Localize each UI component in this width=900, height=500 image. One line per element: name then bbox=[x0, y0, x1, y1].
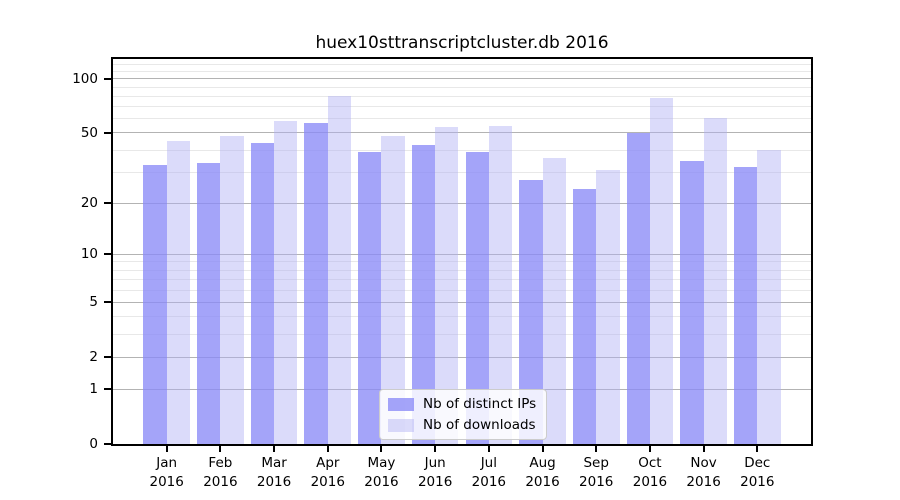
bar-downloads-jul bbox=[488, 125, 513, 444]
x-tick-mark bbox=[595, 446, 598, 452]
legend: Nb of distinct IPs Nb of downloads bbox=[379, 389, 548, 440]
bar-distinct-ips-jul bbox=[465, 152, 489, 444]
x-tick-label-mar: Mar 2016 bbox=[256, 455, 292, 490]
y-tick-label: 10 bbox=[80, 246, 98, 263]
minor-gridline bbox=[113, 64, 811, 66]
bar-distinct-ips-mar bbox=[250, 142, 275, 444]
y-tick-label: 100 bbox=[72, 70, 98, 87]
minor-gridline bbox=[113, 106, 811, 108]
bar-distinct-ips-may bbox=[358, 152, 382, 444]
x-tick-mark bbox=[273, 446, 276, 452]
bar-downloads-feb bbox=[220, 136, 244, 444]
y-tick-mark bbox=[104, 388, 111, 391]
x-tick-label-may: May 2016 bbox=[364, 455, 399, 490]
bar-distinct-ips-apr bbox=[304, 122, 328, 444]
plot-area: 0 1 2 5 10 20 50 100 Jan 2016 Feb 2016 Mar 2016 Apr 201… bbox=[72, 57, 813, 490]
y-tick-mark bbox=[104, 77, 111, 80]
legend-swatch-downloads-icon bbox=[388, 418, 414, 432]
bar-downloads-dec bbox=[757, 150, 781, 444]
y-tick-label: 1 bbox=[89, 381, 98, 398]
minor-gridline bbox=[113, 70, 811, 72]
y-tick-mark bbox=[104, 253, 111, 256]
minor-gridline bbox=[113, 86, 811, 88]
y-tick-mark bbox=[104, 301, 111, 304]
legend-label-distinct-ips: Nb of distinct IPs bbox=[423, 396, 537, 412]
bar-downloads-mar bbox=[274, 121, 298, 444]
x-tick-mark bbox=[326, 446, 329, 452]
legend-swatch-distinct-ips-icon bbox=[388, 397, 414, 411]
y-tick-mark bbox=[104, 443, 111, 445]
x-tick-mark bbox=[702, 446, 705, 452]
x-tick-label-oct: Oct 2016 bbox=[632, 455, 668, 490]
minor-gridline bbox=[113, 95, 811, 97]
bar-downloads-oct bbox=[649, 98, 674, 444]
x-tick-mark bbox=[434, 446, 437, 452]
bar-distinct-ips-jun bbox=[411, 144, 436, 444]
y-tick-label: 0 bbox=[89, 436, 98, 452]
bar-distinct-ips-nov bbox=[680, 160, 704, 444]
bar-downloads-nov bbox=[703, 117, 727, 444]
x-tick-mark bbox=[165, 446, 168, 452]
x-tick-label-jan: Jan 2016 bbox=[149, 455, 184, 490]
bar-distinct-ips-jan bbox=[143, 165, 167, 444]
x-tick-mark bbox=[756, 446, 759, 452]
bar-downloads-jun bbox=[435, 126, 459, 444]
bar-downloads-may bbox=[381, 136, 405, 444]
legend-item-distinct-ips: Nb of distinct IPs bbox=[388, 396, 536, 412]
x-tick-mark bbox=[487, 446, 490, 452]
legend-label-downloads: Nb of downloads bbox=[423, 417, 536, 433]
bar-distinct-ips-feb bbox=[197, 162, 221, 444]
x-tick-label-apr: Apr 2016 bbox=[310, 455, 345, 490]
x-tick-label-feb: Feb 2016 bbox=[203, 455, 238, 490]
y-tick-label: 2 bbox=[89, 349, 98, 366]
legend-item-downloads: Nb of downloads bbox=[388, 417, 536, 433]
x-tick-mark bbox=[380, 446, 383, 452]
y-tick-label: 20 bbox=[80, 195, 98, 212]
y-tick-mark bbox=[104, 202, 111, 205]
bar-distinct-ips-sep bbox=[572, 189, 597, 444]
chart-title: huex10sttranscriptcluster.db 2016 bbox=[315, 33, 609, 53]
x-tick-label-jul: Jul 2016 bbox=[471, 455, 507, 490]
y-tick-mark bbox=[104, 356, 111, 359]
x-tick-label-aug: Aug 2016 bbox=[525, 455, 560, 490]
x-tick-label-nov: Nov 2016 bbox=[686, 455, 721, 490]
bar-downloads-apr bbox=[327, 96, 352, 444]
x-tick-label-jun: Jun 2016 bbox=[417, 455, 453, 490]
x-tick-mark bbox=[219, 446, 222, 452]
major-gridline bbox=[113, 78, 811, 80]
x-tick-mark bbox=[541, 446, 544, 452]
y-tick-label: 5 bbox=[89, 294, 98, 311]
y-tick-label: 50 bbox=[80, 124, 98, 141]
x-tick-label-sep: Sep 2016 bbox=[579, 455, 614, 490]
bar-distinct-ips-dec bbox=[734, 167, 758, 444]
bar-downloads-sep bbox=[596, 169, 620, 444]
y-tick-mark bbox=[104, 131, 111, 134]
bar-downloads-jan bbox=[166, 141, 190, 444]
bar-distinct-ips-oct bbox=[626, 132, 650, 444]
x-tick-label-dec: Dec 2016 bbox=[740, 455, 775, 490]
bar-distinct-ips-aug bbox=[519, 180, 543, 444]
bar-downloads-aug bbox=[542, 158, 566, 444]
x-tick-mark bbox=[648, 446, 651, 452]
